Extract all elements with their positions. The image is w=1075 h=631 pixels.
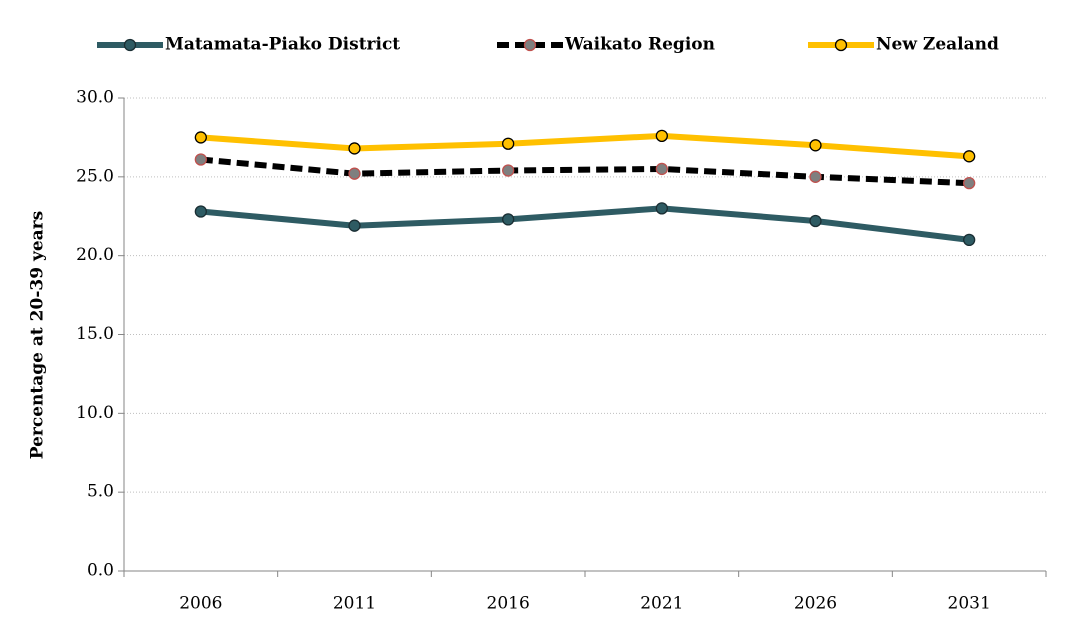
legend-marker bbox=[123, 38, 137, 52]
x-tick-label: 2031 bbox=[948, 594, 991, 614]
x-tick-label: 2026 bbox=[794, 594, 837, 614]
y-tick-label: 20.0 bbox=[76, 245, 114, 265]
x-tick-label: 2011 bbox=[333, 594, 376, 614]
x-tick-label: 2021 bbox=[640, 594, 683, 614]
point-marker bbox=[194, 131, 207, 144]
legend-marker bbox=[834, 38, 848, 52]
legend-marker bbox=[523, 38, 537, 52]
series-line bbox=[200, 132, 970, 160]
y-tick-label: 15.0 bbox=[76, 324, 114, 344]
point-marker bbox=[655, 162, 668, 176]
point-marker bbox=[348, 142, 361, 155]
point-marker bbox=[194, 205, 207, 218]
point-marker bbox=[194, 153, 207, 166]
point-marker bbox=[655, 202, 668, 215]
legend-label: New Zealand bbox=[876, 35, 999, 55]
point-marker bbox=[502, 164, 515, 177]
x-tick-label: 2006 bbox=[179, 594, 222, 614]
y-tick-label: 5.0 bbox=[87, 482, 114, 502]
series-line bbox=[200, 156, 970, 187]
y-axis-title: Percentage at 20-39 years bbox=[28, 211, 48, 459]
point-marker bbox=[809, 139, 822, 152]
x-tick-label: 2016 bbox=[487, 594, 530, 614]
point-marker bbox=[963, 176, 976, 190]
point-marker bbox=[348, 167, 361, 180]
y-tick-label: 10.0 bbox=[76, 403, 114, 423]
point-marker bbox=[502, 213, 515, 226]
series-line bbox=[200, 205, 970, 243]
point-marker bbox=[963, 150, 976, 163]
y-tick-label: 30.0 bbox=[76, 88, 114, 108]
point-marker bbox=[809, 214, 822, 228]
legend-label: Waikato Region bbox=[564, 35, 715, 55]
point-marker bbox=[348, 219, 361, 232]
y-tick-label: 0.0 bbox=[87, 561, 114, 581]
y-tick-label: 25.0 bbox=[76, 166, 114, 186]
point-marker bbox=[809, 170, 822, 183]
point-marker bbox=[655, 129, 668, 142]
legend-label: Matamata-Piako District bbox=[165, 35, 400, 55]
point-marker bbox=[963, 233, 976, 247]
point-marker bbox=[502, 137, 515, 150]
